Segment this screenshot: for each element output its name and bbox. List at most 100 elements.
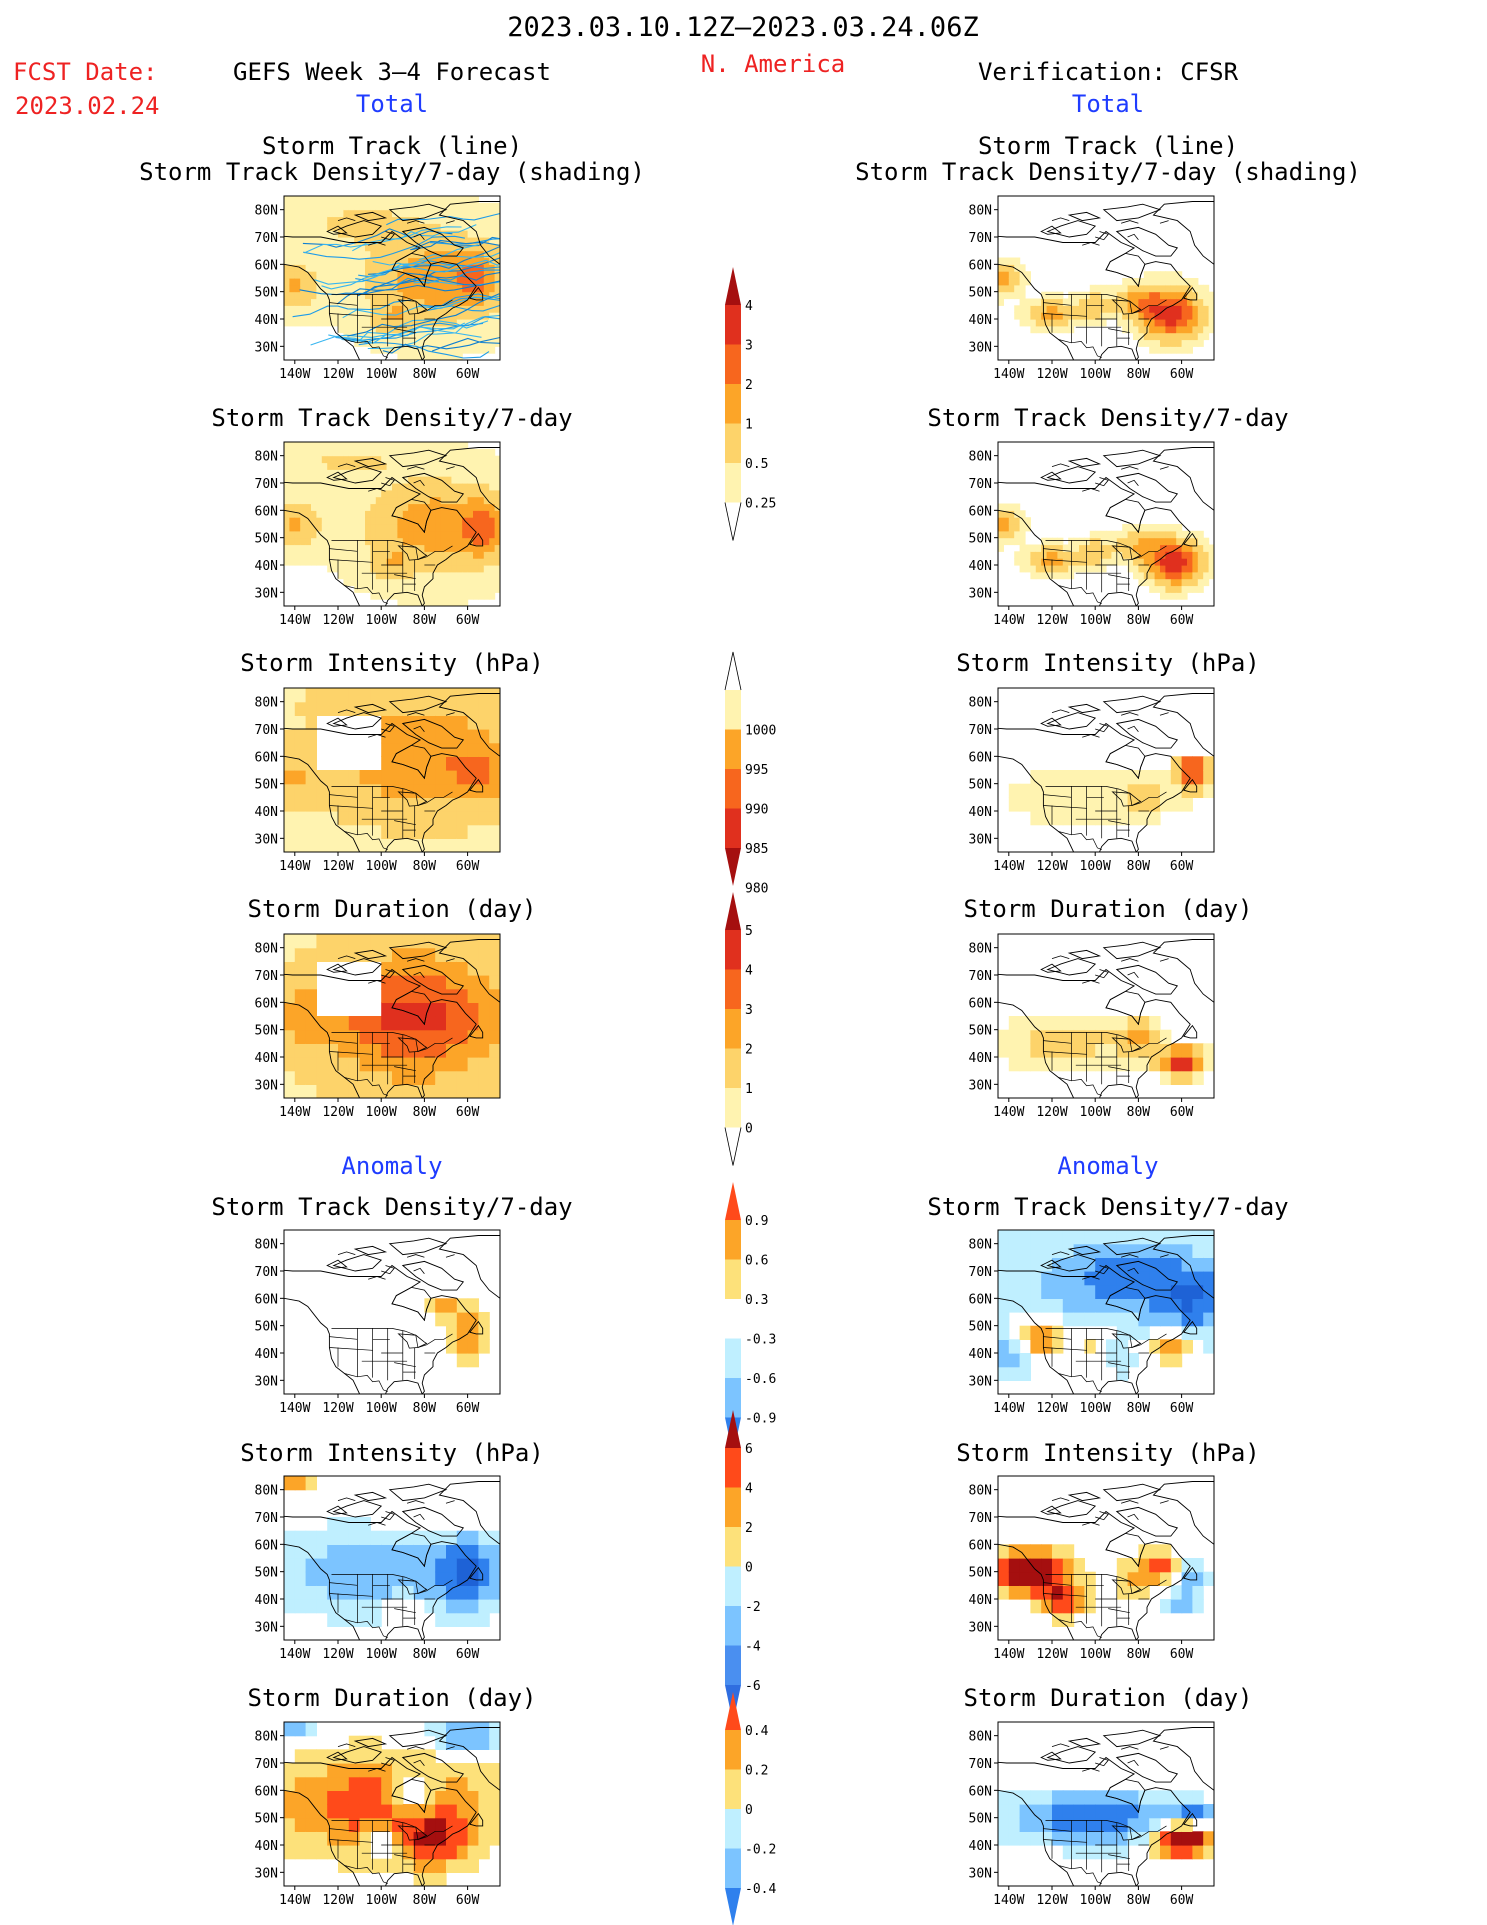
field-cell (440, 305, 447, 313)
field-cell (419, 455, 425, 464)
field-cell (446, 442, 452, 450)
field-cell (419, 476, 425, 484)
field-cell (1052, 1298, 1064, 1313)
field-cell (1106, 312, 1112, 320)
field-cell (365, 476, 371, 484)
field-cell (332, 250, 339, 259)
field-cell (413, 237, 420, 245)
field-cell (397, 346, 404, 354)
field-cell (1181, 1790, 1193, 1805)
lat-tick-label: 30N (969, 340, 992, 355)
field-cell (1052, 325, 1058, 334)
field-cell (413, 510, 420, 518)
field-cell (435, 216, 442, 224)
field-cell (1073, 551, 1080, 559)
field-cell (1181, 325, 1188, 334)
field-cell (489, 551, 496, 559)
field-cell (305, 319, 312, 327)
field-cell (462, 483, 469, 491)
field-cell (365, 469, 371, 477)
lat-tick-label: 80N (255, 1238, 278, 1253)
field-cell (327, 1070, 339, 1085)
field-cell (462, 250, 469, 259)
field-cell (1149, 1831, 1161, 1846)
field-cell (1046, 537, 1053, 546)
field-cell (424, 230, 431, 238)
field-cell (305, 715, 317, 730)
state-border (331, 786, 453, 806)
field-cell (473, 524, 479, 532)
field-cell (424, 291, 431, 300)
field-cell (494, 530, 500, 539)
state-border (329, 1828, 358, 1832)
field-cell (305, 701, 317, 716)
field-cell (1030, 558, 1037, 566)
field-cell (1062, 1284, 1075, 1299)
field-cell (1041, 565, 1048, 573)
field-cell (1181, 312, 1188, 320)
field-cell (408, 312, 415, 320)
field-cell (327, 1790, 339, 1805)
lon-tick-label: 60W (456, 1647, 480, 1662)
field-cell (1138, 1325, 1150, 1340)
field-cell (294, 1585, 307, 1600)
field-cell (424, 599, 431, 606)
coastline (1115, 1260, 1179, 1291)
field-cell (1019, 1804, 1031, 1819)
field-cell (451, 230, 458, 238)
field-cell (1052, 1817, 1064, 1832)
field-cell (392, 442, 398, 450)
field-cell (419, 571, 425, 580)
field-cell (305, 551, 312, 559)
field-cell (1170, 1558, 1183, 1573)
field-cell (1160, 571, 1166, 580)
field-cell (1133, 565, 1139, 573)
field-cell (1030, 325, 1037, 334)
field-cell (456, 558, 463, 566)
field-cell (1052, 1585, 1064, 1600)
field-cell (365, 250, 371, 259)
field-cell (435, 1070, 447, 1085)
field-cell (392, 462, 398, 470)
field-cell (348, 496, 355, 505)
field-cell (1170, 565, 1177, 573)
coastline (1127, 233, 1139, 240)
field-cell (478, 1817, 490, 1832)
field-cell (467, 1776, 479, 1791)
field-cell (473, 585, 479, 593)
field-cell (462, 298, 469, 306)
state-border (1045, 1574, 1167, 1594)
field-cell (483, 496, 490, 505)
field-cell (1149, 770, 1161, 785)
field-cell (392, 961, 404, 976)
field-cell (386, 503, 393, 511)
field-cell (456, 496, 463, 505)
field-cell (489, 223, 496, 231)
field-cell (478, 975, 490, 990)
total-label-right: Total (1071, 90, 1145, 118)
lat-tick-label: 80N (255, 696, 278, 711)
field-cell (289, 305, 296, 313)
field-cell (483, 202, 490, 211)
field-cell (429, 455, 436, 464)
field-cell (478, 496, 485, 505)
coastline (1127, 1759, 1139, 1766)
field-cell (419, 599, 425, 606)
coastline (445, 1254, 455, 1258)
field-cell (456, 961, 469, 976)
field-cell (451, 489, 458, 498)
field-cell (1170, 558, 1177, 566)
field-cell (284, 209, 290, 218)
lat-tick-label: 40N (969, 1347, 992, 1362)
field-cell (483, 530, 490, 539)
field-cell (462, 209, 469, 218)
colorbar-segment (725, 892, 741, 930)
field-cell (370, 1558, 382, 1573)
field-cell (338, 558, 344, 566)
field-cell (348, 1043, 361, 1058)
field-cell (1084, 1599, 1096, 1614)
lat-tick-label: 40N (969, 805, 992, 820)
field-cell (370, 517, 377, 525)
field-cell (467, 524, 474, 532)
field-cell (327, 264, 334, 272)
